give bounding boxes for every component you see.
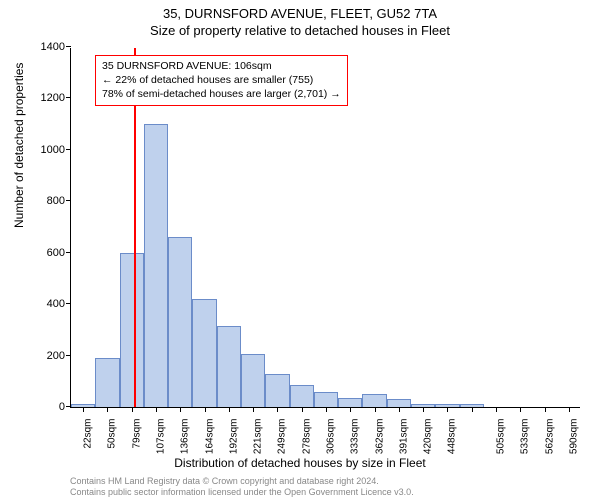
bar [95, 358, 119, 407]
xtick-mark [83, 407, 84, 412]
xtick-mark [375, 407, 376, 412]
ytick-mark [66, 46, 71, 47]
ytick-mark [66, 149, 71, 150]
xtick-label: 192sqm [228, 419, 239, 455]
xtick-label: 333sqm [350, 419, 361, 455]
xtick-label: 391sqm [398, 419, 409, 455]
ytick-label: 1200 [41, 92, 71, 104]
bar [120, 253, 144, 407]
ytick-mark [66, 303, 71, 304]
ytick-label: 800 [47, 195, 71, 207]
xtick-mark [326, 407, 327, 412]
xtick-label: 362sqm [374, 419, 385, 455]
xtick-mark [472, 407, 473, 412]
bar [338, 398, 362, 407]
ytick-label: 400 [47, 298, 71, 310]
xtick-label: 306sqm [325, 419, 336, 455]
xtick-label: 562sqm [544, 419, 555, 455]
bar [192, 299, 216, 407]
xtick-mark [399, 407, 400, 412]
xtick-mark [229, 407, 230, 412]
xtick-label: 79sqm [131, 419, 142, 449]
xtick-mark [156, 407, 157, 412]
xtick-mark [520, 407, 521, 412]
xtick-mark [132, 407, 133, 412]
ytick-label: 200 [47, 350, 71, 362]
x-axis-label: Distribution of detached houses by size … [0, 456, 600, 470]
bar [387, 399, 411, 407]
xtick-label: 22sqm [83, 419, 94, 449]
bar [168, 237, 192, 407]
xtick-mark [447, 407, 448, 412]
xtick-mark [545, 407, 546, 412]
xtick-mark [253, 407, 254, 412]
xtick-mark [302, 407, 303, 412]
xtick-label: 136sqm [180, 419, 191, 455]
ytick-label: 0 [59, 401, 71, 413]
xtick-mark [107, 407, 108, 412]
bar [314, 392, 338, 407]
xtick-label: 590sqm [568, 419, 579, 455]
xtick-label: 278sqm [301, 419, 312, 455]
ytick-mark [66, 355, 71, 356]
footer-attribution: Contains HM Land Registry data © Crown c… [70, 476, 414, 499]
annotation-line2: ← 22% of detached houses are smaller (75… [102, 73, 341, 87]
xtick-mark [569, 407, 570, 412]
xtick-label: 164sqm [204, 419, 215, 455]
footer-line2: Contains public sector information licen… [70, 487, 414, 498]
chart-title-line2: Size of property relative to detached ho… [0, 21, 600, 38]
xtick-label: 533sqm [520, 419, 531, 455]
xtick-label: 50sqm [107, 419, 118, 449]
xtick-mark [205, 407, 206, 412]
bar [290, 385, 314, 407]
ytick-label: 600 [47, 247, 71, 259]
bar [362, 394, 386, 407]
ytick-mark [66, 200, 71, 201]
bar [241, 354, 265, 407]
bar [144, 124, 168, 407]
ytick-mark [66, 97, 71, 98]
footer-line1: Contains HM Land Registry data © Crown c… [70, 476, 414, 487]
xtick-label: 107sqm [155, 419, 166, 455]
xtick-label: 448sqm [447, 419, 458, 455]
ytick-label: 1000 [41, 144, 71, 156]
bar [217, 326, 241, 407]
y-axis-label: Number of detached properties [12, 63, 26, 228]
xtick-mark [350, 407, 351, 412]
bar [265, 374, 289, 407]
xtick-label: 420sqm [423, 419, 434, 455]
annotation-line1: 35 DURNSFORD AVENUE: 106sqm [102, 59, 341, 73]
annotation-box: 35 DURNSFORD AVENUE: 106sqm ← 22% of det… [95, 55, 348, 106]
ytick-mark [66, 406, 71, 407]
xtick-mark [496, 407, 497, 412]
xtick-mark [277, 407, 278, 412]
xtick-label: 505sqm [495, 419, 506, 455]
xtick-mark [180, 407, 181, 412]
xtick-mark [423, 407, 424, 412]
xtick-label: 221sqm [253, 419, 264, 455]
annotation-line3: 78% of semi-detached houses are larger (… [102, 87, 341, 101]
chart-title-line1: 35, DURNSFORD AVENUE, FLEET, GU52 7TA [0, 0, 600, 21]
ytick-mark [66, 252, 71, 253]
ytick-label: 1400 [41, 41, 71, 53]
xtick-label: 249sqm [277, 419, 288, 455]
